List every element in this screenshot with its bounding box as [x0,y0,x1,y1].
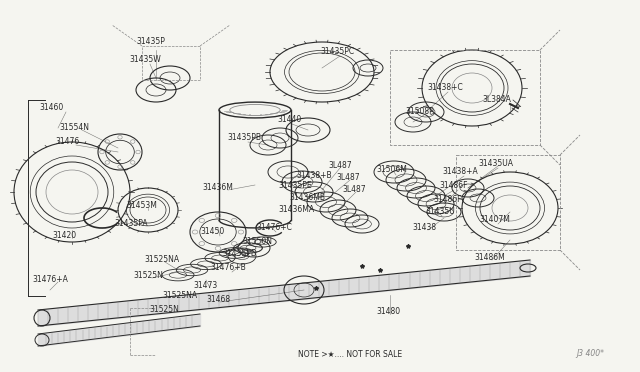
Text: 31525NA: 31525NA [163,291,198,299]
Text: 31450: 31450 [201,228,225,237]
Text: 31525N: 31525N [149,305,179,314]
Text: 31554N: 31554N [59,124,89,132]
Text: 3L487: 3L487 [342,186,366,195]
Text: 31435PC: 31435PC [320,48,354,57]
Text: NOTE >★.... NOT FOR SALE: NOTE >★.... NOT FOR SALE [298,350,402,359]
Text: 31436MA: 31436MA [278,205,314,215]
Text: 31438+B: 31438+B [296,170,332,180]
Text: 31525NA: 31525NA [145,256,180,264]
Text: 31435PE: 31435PE [278,182,312,190]
Text: 31438+C: 31438+C [427,83,463,93]
Text: J3 400*: J3 400* [576,350,604,359]
Text: 31436MB: 31436MB [289,193,325,202]
Text: 31486F: 31486F [440,182,468,190]
Text: 31468: 31468 [206,295,230,305]
Text: 31476+A: 31476+A [32,276,68,285]
Text: 31440: 31440 [278,115,302,125]
Text: 31480: 31480 [376,308,400,317]
Text: 31473: 31473 [194,280,218,289]
Text: 31476: 31476 [56,138,80,147]
Text: 31476+C: 31476+C [256,224,292,232]
Text: 31525N: 31525N [133,270,163,279]
Text: 31435PA: 31435PA [114,218,148,228]
Text: 31435PB: 31435PB [227,134,261,142]
Text: 3L487: 3L487 [328,160,352,170]
Text: 31436M: 31436M [203,183,234,192]
Text: 31486M: 31486M [475,253,506,263]
Text: 31508P: 31508P [406,108,435,116]
Text: 31435PD: 31435PD [223,250,257,259]
Text: 31407M: 31407M [479,215,511,224]
Text: 31420: 31420 [52,231,76,240]
Text: 31476+B: 31476+B [210,263,246,273]
Text: 31438: 31438 [412,224,436,232]
Text: 31453M: 31453M [127,201,157,209]
Text: 31435U: 31435U [425,208,455,217]
Text: 3L384A: 3L384A [483,96,511,105]
Text: 31460: 31460 [40,103,64,112]
Text: 31550N: 31550N [242,237,272,247]
Text: 31435W: 31435W [129,55,161,64]
Text: 31506M: 31506M [376,166,408,174]
Text: 31435UA: 31435UA [479,160,513,169]
Text: 31435P: 31435P [136,38,165,46]
Text: 3L487: 3L487 [336,173,360,182]
Text: 31438+A: 31438+A [442,167,478,176]
Text: 31486F: 31486F [434,196,462,205]
